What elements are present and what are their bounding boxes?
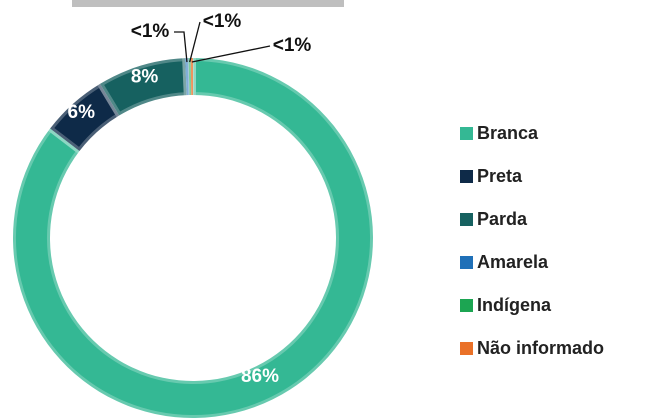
legend-label: Amarela — [477, 252, 549, 272]
header-strip — [72, 0, 344, 7]
legend-label: Indígena — [477, 295, 552, 315]
data-label: 6% — [68, 102, 96, 123]
legend-swatch — [460, 170, 473, 183]
legend-swatch — [460, 256, 473, 269]
legend-label: Parda — [477, 209, 528, 229]
leader-line — [191, 45, 271, 63]
donut-slice — [10, 54, 376, 420]
data-label: <1% — [273, 35, 312, 56]
legend-swatch — [460, 342, 473, 355]
legend-label: Branca — [477, 123, 539, 143]
leader-line — [174, 31, 188, 63]
legend-swatch — [460, 213, 473, 226]
leader-line — [189, 21, 201, 63]
legend-swatch — [460, 127, 473, 140]
data-label: <1% — [203, 11, 242, 32]
data-label: 86% — [241, 366, 279, 387]
legend-label: Preta — [477, 166, 523, 186]
legend-label: Não informado — [477, 338, 604, 358]
data-label: 8% — [131, 67, 159, 88]
legend-swatch — [460, 299, 473, 312]
donut-slice — [187, 54, 196, 99]
data-label: <1% — [131, 21, 170, 42]
